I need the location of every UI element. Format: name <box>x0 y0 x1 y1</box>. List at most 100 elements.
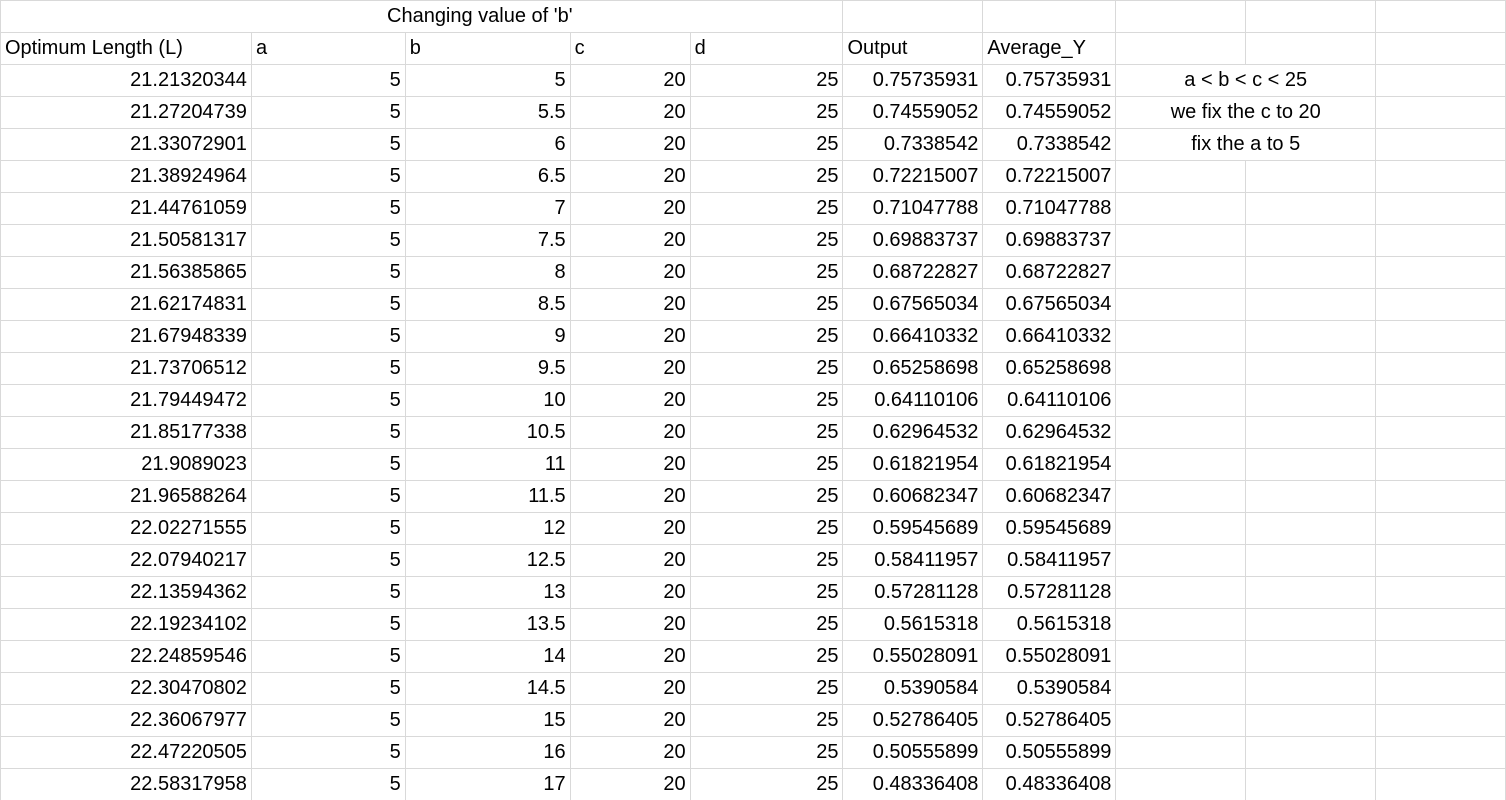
cell-average-y[interactable]: 0.52786405 <box>982 704 1117 737</box>
cell-average-y[interactable]: 0.60682347 <box>982 480 1117 513</box>
cell-average-y[interactable]: 0.5615318 <box>982 608 1117 641</box>
empty-cell[interactable] <box>1245 448 1377 481</box>
cell-optimum-length[interactable]: 22.36067977 <box>0 704 252 737</box>
cell-d[interactable]: 25 <box>690 224 844 257</box>
cell-average-y[interactable]: 0.65258698 <box>982 352 1117 385</box>
cell-optimum-length[interactable]: 22.13594362 <box>0 576 252 609</box>
cell-a[interactable]: 5 <box>251 320 406 353</box>
cell-b[interactable]: 8 <box>405 256 571 289</box>
cell-optimum-length[interactable]: 21.50581317 <box>0 224 252 257</box>
cell-optimum-length[interactable]: 21.79449472 <box>0 384 252 417</box>
cell-optimum-length[interactable]: 21.38924964 <box>0 160 252 193</box>
cell-output[interactable]: 0.52786405 <box>842 704 984 737</box>
cell-optimum-length[interactable]: 21.67948339 <box>0 320 252 353</box>
cell-c[interactable]: 20 <box>570 96 691 129</box>
empty-cell[interactable] <box>1115 544 1247 577</box>
cell-a[interactable]: 5 <box>251 352 406 385</box>
cell-b[interactable]: 12 <box>405 512 571 545</box>
cell-optimum-length[interactable]: 21.85177338 <box>0 416 252 449</box>
empty-cell[interactable] <box>1375 128 1506 161</box>
cell-d[interactable]: 25 <box>690 320 844 353</box>
cell-output[interactable]: 0.5615318 <box>842 608 984 641</box>
empty-cell[interactable] <box>1115 384 1247 417</box>
empty-cell[interactable] <box>1375 704 1506 737</box>
empty-cell[interactable] <box>1245 192 1377 225</box>
empty-cell[interactable] <box>1375 736 1506 769</box>
cell-output[interactable]: 0.59545689 <box>842 512 984 545</box>
note-cell[interactable]: a < b < c < 25 <box>1115 64 1377 97</box>
cell-c[interactable]: 20 <box>570 256 691 289</box>
cell-output[interactable]: 0.74559052 <box>842 96 984 129</box>
cell-average-y[interactable]: 0.59545689 <box>982 512 1117 545</box>
empty-cell[interactable] <box>1115 704 1247 737</box>
cell-output[interactable]: 0.55028091 <box>842 640 984 673</box>
empty-cell[interactable] <box>842 0 984 33</box>
cell-d[interactable]: 25 <box>690 416 844 449</box>
empty-cell[interactable] <box>1245 736 1377 769</box>
empty-cell[interactable] <box>1115 608 1247 641</box>
empty-cell[interactable] <box>1245 640 1377 673</box>
cell-b[interactable]: 17 <box>405 768 571 800</box>
cell-d[interactable]: 25 <box>690 736 844 769</box>
empty-cell[interactable] <box>1115 32 1247 65</box>
cell-output[interactable]: 0.5390584 <box>842 672 984 705</box>
cell-average-y[interactable]: 0.72215007 <box>982 160 1117 193</box>
cell-a[interactable]: 5 <box>251 384 406 417</box>
cell-b[interactable]: 7 <box>405 192 571 225</box>
cell-b[interactable]: 6.5 <box>405 160 571 193</box>
cell-a[interactable]: 5 <box>251 768 406 800</box>
cell-c[interactable]: 20 <box>570 320 691 353</box>
cell-output[interactable]: 0.68722827 <box>842 256 984 289</box>
cell-average-y[interactable]: 0.55028091 <box>982 640 1117 673</box>
cell-c[interactable]: 20 <box>570 672 691 705</box>
empty-cell[interactable] <box>1115 736 1247 769</box>
empty-cell[interactable] <box>1115 640 1247 673</box>
header-a[interactable]: a <box>251 32 406 65</box>
cell-b[interactable]: 8.5 <box>405 288 571 321</box>
cell-c[interactable]: 20 <box>570 160 691 193</box>
cell-a[interactable]: 5 <box>251 96 406 129</box>
cell-output[interactable]: 0.50555899 <box>842 736 984 769</box>
empty-cell[interactable] <box>1245 384 1377 417</box>
cell-output[interactable]: 0.64110106 <box>842 384 984 417</box>
cell-output[interactable]: 0.62964532 <box>842 416 984 449</box>
cell-c[interactable]: 20 <box>570 128 691 161</box>
cell-average-y[interactable]: 0.7338542 <box>982 128 1117 161</box>
cell-average-y[interactable]: 0.48336408 <box>982 768 1117 800</box>
empty-cell[interactable] <box>1375 320 1506 353</box>
empty-cell[interactable] <box>1115 160 1247 193</box>
cell-optimum-length[interactable]: 22.58317958 <box>0 768 252 800</box>
cell-optimum-length[interactable]: 22.24859546 <box>0 640 252 673</box>
empty-cell[interactable] <box>1375 32 1506 65</box>
cell-c[interactable]: 20 <box>570 448 691 481</box>
cell-c[interactable]: 20 <box>570 480 691 513</box>
cell-d[interactable]: 25 <box>690 576 844 609</box>
empty-cell[interactable] <box>1245 288 1377 321</box>
cell-optimum-length[interactable]: 21.96588264 <box>0 480 252 513</box>
sheet-title-cell[interactable]: Changing value of 'b' <box>0 0 844 33</box>
empty-cell[interactable] <box>1375 64 1506 97</box>
empty-cell[interactable] <box>1115 192 1247 225</box>
cell-output[interactable]: 0.61821954 <box>842 448 984 481</box>
cell-a[interactable]: 5 <box>251 736 406 769</box>
cell-d[interactable]: 25 <box>690 96 844 129</box>
cell-c[interactable]: 20 <box>570 512 691 545</box>
cell-a[interactable]: 5 <box>251 672 406 705</box>
empty-cell[interactable] <box>1375 256 1506 289</box>
cell-d[interactable]: 25 <box>690 288 844 321</box>
cell-output[interactable]: 0.48336408 <box>842 768 984 800</box>
empty-cell[interactable] <box>1245 672 1377 705</box>
cell-d[interactable]: 25 <box>690 352 844 385</box>
empty-cell[interactable] <box>1245 544 1377 577</box>
cell-optimum-length[interactable]: 21.73706512 <box>0 352 252 385</box>
cell-output[interactable]: 0.75735931 <box>842 64 984 97</box>
cell-b[interactable]: 7.5 <box>405 224 571 257</box>
cell-c[interactable]: 20 <box>570 704 691 737</box>
empty-cell[interactable] <box>1375 672 1506 705</box>
empty-cell[interactable] <box>1375 448 1506 481</box>
cell-b[interactable]: 15 <box>405 704 571 737</box>
empty-cell[interactable] <box>1115 448 1247 481</box>
cell-b[interactable]: 6 <box>405 128 571 161</box>
cell-a[interactable]: 5 <box>251 192 406 225</box>
empty-cell[interactable] <box>1115 288 1247 321</box>
